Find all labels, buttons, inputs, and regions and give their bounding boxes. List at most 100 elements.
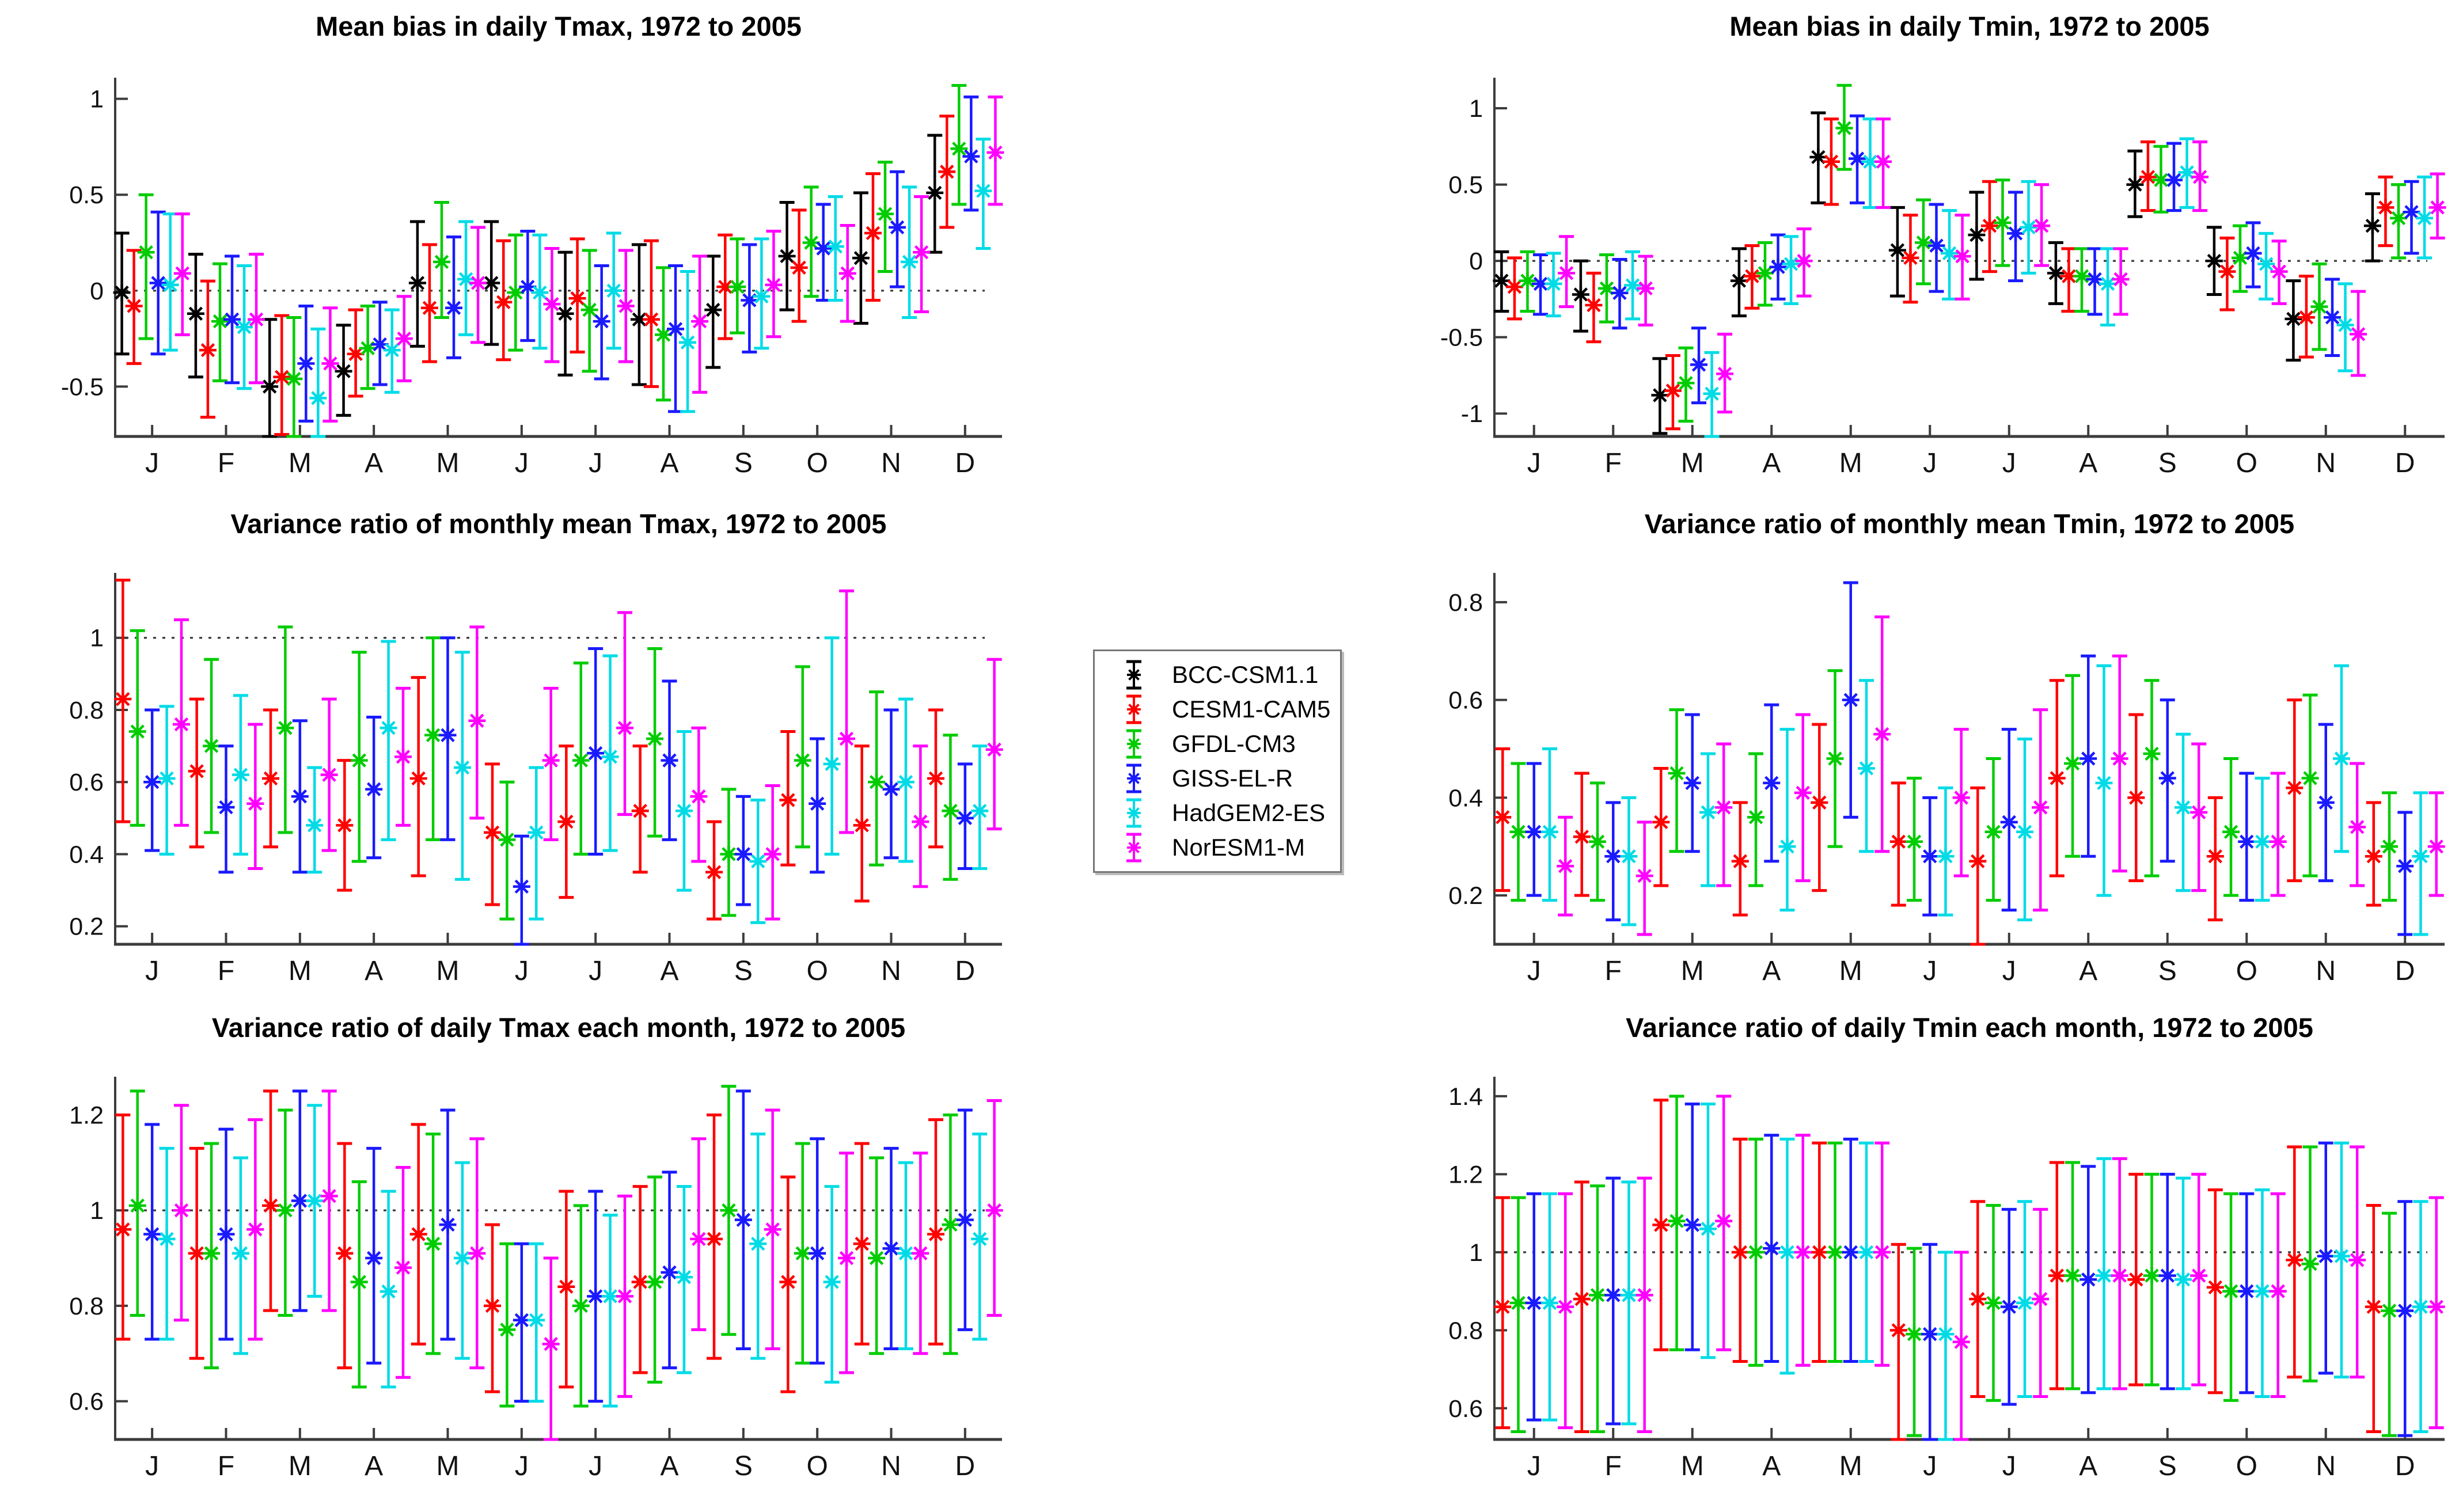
asterisk-marker — [876, 205, 894, 223]
asterisk-marker — [2007, 225, 2025, 242]
asterisk-marker — [350, 751, 368, 769]
month-label: J — [145, 1451, 159, 1481]
legend-label: CESM1-CAM5 — [1172, 696, 1331, 723]
asterisk-marker — [2310, 298, 2328, 316]
asterisk-marker — [823, 755, 841, 773]
asterisk-marker — [469, 274, 487, 292]
asterisk-marker — [113, 284, 131, 302]
asterisk-marker — [1778, 1243, 1796, 1261]
axes: 1.4 1.2 1 0.8 0.6 J F M A M J J A S O N D — [1448, 1077, 2445, 1481]
asterisk-marker — [128, 723, 146, 740]
asterisk-marker — [1778, 838, 1796, 856]
month-label: J — [2002, 1451, 2016, 1481]
series-cesm1-cam5 — [114, 1089, 945, 1393]
y-tick-label: 0 — [1469, 248, 1483, 275]
month-label: S — [734, 448, 753, 478]
asterisk-marker — [1952, 789, 1970, 807]
asterisk-marker — [2270, 263, 2288, 280]
asterisk-marker — [1509, 823, 1527, 841]
asterisk-marker — [1937, 1325, 1955, 1343]
asterisk-marker — [2244, 244, 2262, 262]
asterisk-marker — [188, 1244, 206, 1262]
asterisk-marker — [321, 355, 339, 373]
axes: 1 0.5 0 -0.5 J F M A M J J A S O N D — [61, 78, 1002, 478]
y-tick-label: 0.2 — [69, 913, 104, 941]
asterisk-marker — [1690, 356, 1708, 374]
month-label: D — [955, 956, 975, 986]
asterisk-marker — [128, 1196, 146, 1214]
asterisk-marker — [1635, 1286, 1653, 1304]
legend-label: GISS-EL-R — [1172, 765, 1293, 792]
month-label: A — [365, 956, 383, 986]
month-label: J — [515, 448, 529, 478]
series-noresm1-m — [172, 589, 1003, 921]
asterisk-marker — [2152, 171, 2170, 189]
asterisk-marker — [1651, 386, 1669, 404]
asterisk-marker — [705, 863, 723, 881]
asterisk-marker — [1677, 374, 1695, 392]
month-label: O — [806, 1451, 828, 1481]
asterisk-marker — [276, 1202, 294, 1220]
asterisk-marker — [2222, 823, 2240, 841]
asterisk-marker — [1937, 848, 1955, 865]
asterisk-marker — [864, 224, 882, 242]
asterisk-marker — [1624, 276, 1642, 294]
asterisk-marker — [794, 751, 811, 769]
asterisk-marker — [2231, 249, 2249, 267]
asterisk-marker — [1557, 857, 1574, 875]
asterisk-marker — [173, 264, 191, 282]
asterisk-marker — [2064, 1267, 2082, 1285]
asterisk-marker — [2174, 799, 2192, 816]
asterisk-marker — [2206, 848, 2224, 865]
asterisk-marker — [1604, 1286, 1622, 1304]
series-bcc-csm1.1 — [1493, 111, 2381, 435]
asterisk-marker — [203, 1244, 221, 1262]
asterisk-marker — [974, 182, 992, 200]
asterisk-marker — [1573, 1290, 1591, 1308]
asterisk-marker — [2158, 769, 2176, 787]
asterisk-marker — [2257, 255, 2275, 273]
asterisk-marker — [1715, 1212, 1733, 1230]
asterisk-marker — [1984, 1294, 2002, 1312]
asterisk-marker — [956, 809, 974, 827]
asterisk-marker — [912, 1244, 929, 1262]
asterisk-marker — [513, 1311, 530, 1329]
month-label: M — [289, 1451, 312, 1481]
series-giss-el-r — [143, 1089, 974, 1403]
asterisk-marker — [1747, 1243, 1765, 1261]
asterisk-marker — [453, 1249, 471, 1267]
legend-label: BCC-CSM1.1 — [1172, 661, 1319, 688]
asterisk-marker — [453, 759, 471, 777]
asterisk-marker — [823, 1273, 841, 1291]
errorbar-glyph-svg — [1126, 729, 1141, 759]
asterisk-marker — [1699, 1220, 1717, 1238]
asterisk-marker — [1980, 217, 1998, 235]
month-label: M — [1839, 956, 1862, 986]
month-label: O — [2236, 448, 2257, 478]
y-tick-label: 1 — [1469, 95, 1483, 123]
asterisk-marker — [2412, 1298, 2430, 1316]
asterisk-marker — [2365, 1298, 2382, 1316]
asterisk-marker — [262, 1196, 280, 1214]
asterisk-marker — [601, 748, 619, 766]
asterisk-marker — [2016, 823, 2033, 841]
asterisk-marker — [1604, 848, 1622, 865]
errorbar-glyph-svg — [1126, 763, 1141, 793]
asterisk-marker — [868, 1249, 886, 1267]
y-tick-label: 0.5 — [1448, 172, 1483, 199]
errorbar-marker-icon — [1118, 831, 1150, 864]
asterisk-marker — [2269, 1282, 2287, 1300]
asterisk-marker — [1794, 1243, 1812, 1261]
asterisk-marker — [1127, 841, 1141, 854]
asterisk-marker — [580, 301, 598, 319]
asterisk-marker — [2073, 267, 2090, 285]
asterisk-marker — [291, 1192, 309, 1210]
asterisk-marker — [642, 310, 660, 328]
y-tick-label: 1 — [90, 625, 104, 652]
asterisk-marker — [424, 1235, 442, 1253]
title-var-daily-tmax: Variance ratio of daily Tmax each month,… — [211, 1012, 906, 1043]
asterisk-marker — [1873, 725, 1891, 743]
asterisk-marker — [1826, 750, 1844, 768]
asterisk-marker — [1914, 234, 1932, 252]
